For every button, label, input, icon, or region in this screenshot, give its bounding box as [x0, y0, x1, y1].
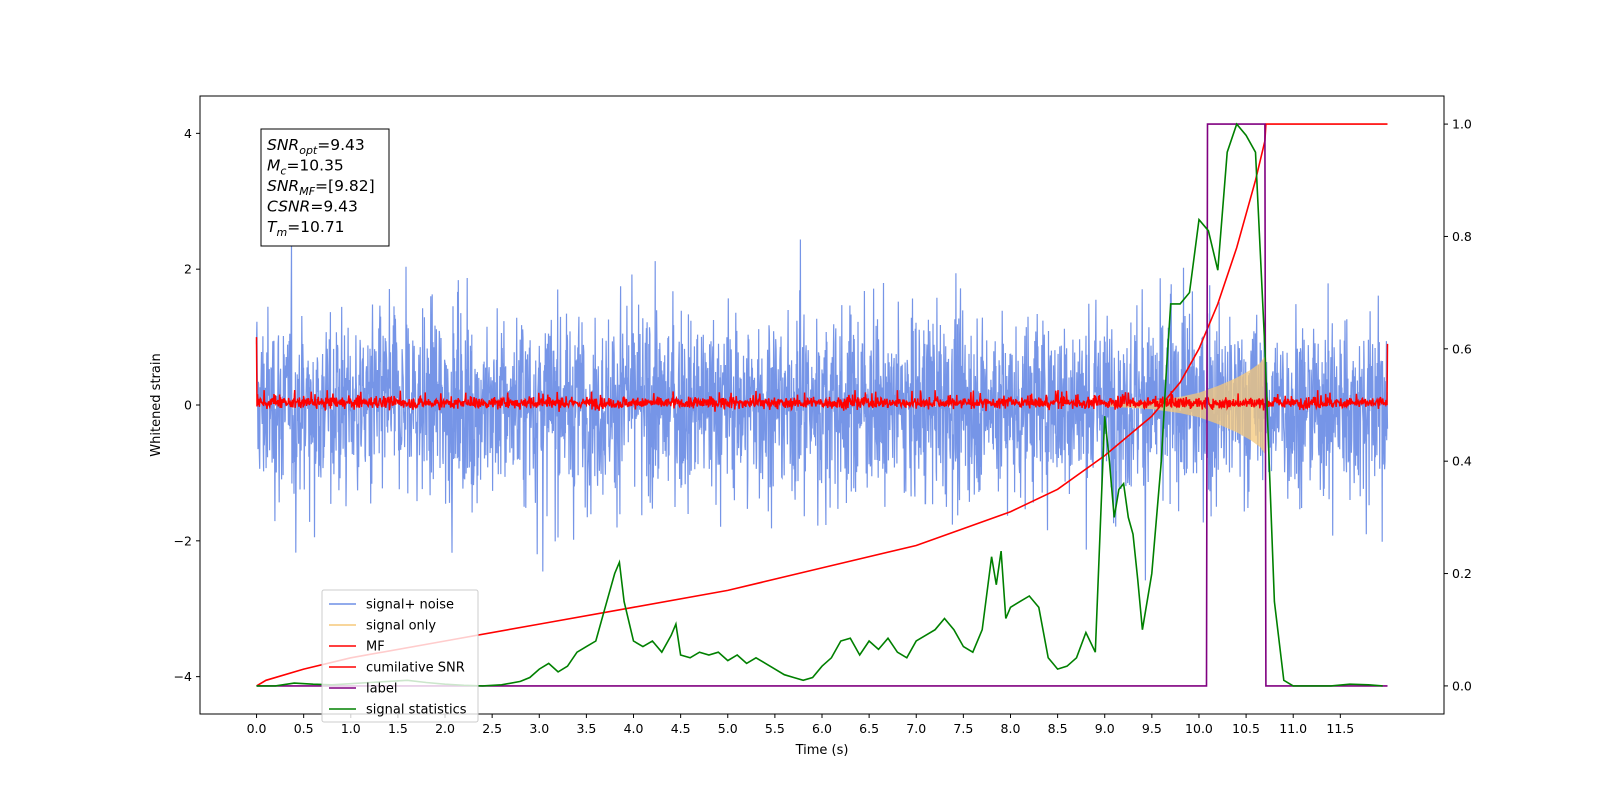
legend-entry-label: signal statistics	[366, 703, 467, 718]
x-tick-label: 7.0	[906, 721, 926, 736]
x-tick-label: 9.0	[1095, 721, 1115, 736]
y-tick-label: −4	[174, 669, 192, 684]
x-tick-label: 3.0	[529, 721, 549, 736]
y2-tick-label: 0.4	[1452, 454, 1472, 469]
x-tick-label: 8.5	[1048, 721, 1068, 736]
info-line: Mc=10.35	[267, 157, 344, 178]
y2-tick-label: 0.6	[1452, 341, 1472, 356]
x-tick-label: 4.5	[671, 721, 691, 736]
x-tick-label: 10.0	[1185, 721, 1213, 736]
info-annotation-box: SNRopt=9.43Mc=10.35SNRMF=[9.82]CSNR=9.43…	[260, 128, 390, 247]
x-tick-label: 0.0	[247, 721, 267, 736]
x-axis-label: Time (s)	[795, 743, 849, 758]
y-tick-label: 4	[184, 126, 192, 141]
legend-frame	[321, 589, 479, 723]
info-line: SNRopt=9.43	[267, 136, 365, 157]
legend-entry-label: label	[366, 682, 397, 697]
x-tick-label: 11.0	[1279, 721, 1307, 736]
x-tick-label: 10.5	[1232, 721, 1260, 736]
y2-tick-label: 1.0	[1452, 117, 1472, 132]
x-tick-label: 4.0	[624, 721, 644, 736]
x-tick-label: 11.5	[1326, 721, 1354, 736]
x-tick-label: 1.5	[388, 721, 408, 736]
legend-entry-label: cumilative SNR	[366, 661, 465, 676]
x-tick-label: 0.5	[294, 721, 314, 736]
y-tick-label: 2	[184, 262, 192, 277]
y2-tick-label: 0.2	[1452, 566, 1472, 581]
info-line: CSNR=9.43	[267, 198, 358, 216]
legend-entry-label: signal+ noise	[366, 598, 454, 613]
x-tick-label: 5.0	[718, 721, 738, 736]
x-tick-label: 6.0	[812, 721, 832, 736]
info-line: Tm=10.71	[267, 218, 345, 239]
y-tick-label: 0	[184, 398, 192, 413]
x-tick-label: 2.5	[482, 721, 502, 736]
y-tick-label: −2	[174, 533, 192, 548]
series-signal-statistics	[256, 122, 1383, 687]
x-tick-label: 1.0	[341, 721, 361, 736]
y2-tick-label: 0.8	[1452, 229, 1472, 244]
x-tick-label: 9.5	[1142, 721, 1162, 736]
axes: 0.0 0.5 1.0 1.5 2.0 2.5 3.0 3.5 4.0 4.5 5.0 5.5 6.0 6…	[174, 117, 1472, 736]
x-tick-label: 3.5	[576, 721, 596, 736]
series-mf	[255, 337, 1389, 412]
x-tick-label: 6.5	[859, 721, 879, 736]
y2-tick-label: 0.0	[1452, 678, 1472, 693]
legend: signal+ noise signal only MF cumilative SNR…	[321, 589, 479, 723]
info-line: SNRMF=[9.82]	[267, 177, 375, 198]
x-tick-label: 5.5	[765, 721, 785, 736]
legend-entry-label: signal only	[366, 619, 436, 634]
y-axis-label: Whitened strain	[149, 353, 164, 456]
x-tick-label: 7.5	[953, 721, 973, 736]
info-box-frame	[260, 128, 390, 247]
legend-entry-label: MF	[366, 640, 385, 655]
x-tick-label: 8.0	[1001, 721, 1021, 736]
x-tick-label: 2.0	[435, 721, 455, 736]
